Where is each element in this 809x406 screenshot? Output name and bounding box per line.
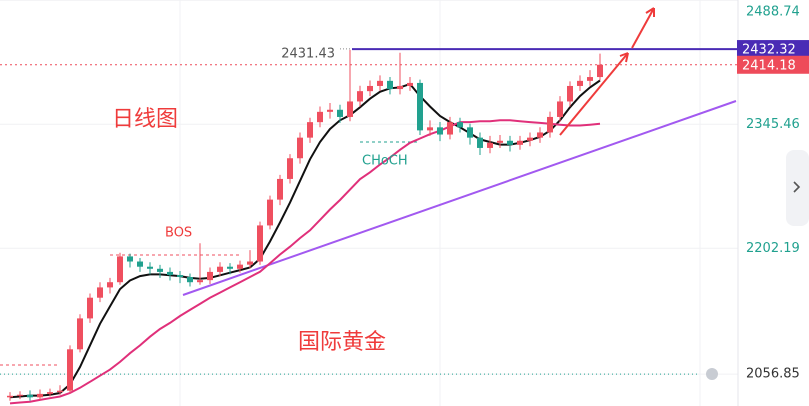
y-tick-label: 2345.46 <box>746 117 800 132</box>
candle-body <box>587 77 593 81</box>
side-button[interactable] <box>786 150 809 226</box>
chevron[interactable] <box>793 181 801 193</box>
candle-body <box>267 199 273 226</box>
candle-body <box>557 101 563 117</box>
candle-body <box>47 392 53 394</box>
candle-body <box>357 91 363 102</box>
arrow-head <box>619 52 629 63</box>
y-tick-label: 2202.19 <box>746 241 800 256</box>
candle-body <box>287 158 293 179</box>
annotation: 国际黄金 <box>298 330 386 355</box>
candle-body <box>537 132 543 138</box>
candle-body <box>17 394 23 396</box>
candle-body <box>577 80 583 86</box>
candle-body <box>187 277 193 283</box>
candle-body <box>567 85 573 102</box>
candle-body <box>327 109 333 112</box>
plot <box>0 48 738 405</box>
candle-body <box>467 127 473 138</box>
candle-body <box>407 82 413 86</box>
candle-body <box>137 261 143 267</box>
candle-body <box>177 275 183 278</box>
candle-body <box>157 268 163 272</box>
candle-body <box>207 271 213 281</box>
marked-high-label: 2431.43 <box>281 46 335 61</box>
trend-line <box>182 100 737 296</box>
candle-body <box>67 349 73 391</box>
candle-body <box>517 140 523 145</box>
annotation: 日线图 <box>112 107 178 132</box>
candle-body <box>317 111 323 123</box>
annotation: CHoCH <box>362 154 408 169</box>
candle-body <box>277 178 283 200</box>
candle-body <box>97 287 103 298</box>
candle-body <box>367 85 373 92</box>
alert-icon[interactable] <box>706 368 718 380</box>
candle-body <box>437 127 443 135</box>
candle-body <box>87 297 93 319</box>
price-tag-label: 2432.32 <box>742 43 796 58</box>
arrow <box>559 52 629 136</box>
candle-body <box>167 271 173 276</box>
candle-body <box>457 122 463 128</box>
price-tag <box>737 40 809 59</box>
candle-body <box>117 256 123 283</box>
candle-body <box>427 127 433 131</box>
candle-body <box>397 85 403 90</box>
ma-line <box>9 119 601 405</box>
candle-body <box>497 140 503 143</box>
candle-body <box>337 109 343 117</box>
ma-line <box>9 79 601 399</box>
candle-body <box>487 142 493 148</box>
candle-body <box>147 266 153 269</box>
annotation: BOS <box>165 226 192 241</box>
price-tag <box>737 55 809 74</box>
candle-body <box>77 318 83 350</box>
candle-body <box>507 140 513 145</box>
candle-body <box>247 261 253 265</box>
candle-body <box>347 101 353 117</box>
candle-body <box>417 82 423 131</box>
candle-body <box>257 225 263 262</box>
candle-body <box>227 266 233 269</box>
candle-body <box>7 395 13 398</box>
candle-body <box>237 264 243 269</box>
arrow <box>631 7 655 49</box>
candle-body <box>387 80 393 90</box>
candle-body <box>127 256 133 262</box>
candle-body <box>37 393 43 398</box>
candle-body <box>527 137 533 141</box>
candle-body <box>57 390 63 393</box>
candle-body <box>477 137 483 148</box>
candle-body <box>217 266 223 272</box>
candle-body <box>27 394 33 398</box>
candle-body <box>107 282 113 288</box>
candle-body <box>547 116 553 133</box>
candle-body <box>297 137 303 159</box>
candle-body <box>447 122 453 135</box>
candle-body <box>197 280 203 283</box>
y-tick-label: 2056.85 <box>746 367 800 382</box>
candle-body <box>597 64 603 78</box>
candle-body <box>377 80 383 86</box>
y-tick-label: 2488.74 <box>746 5 800 20</box>
candle-body <box>307 122 313 138</box>
price-tag-label: 2414.18 <box>742 58 796 73</box>
